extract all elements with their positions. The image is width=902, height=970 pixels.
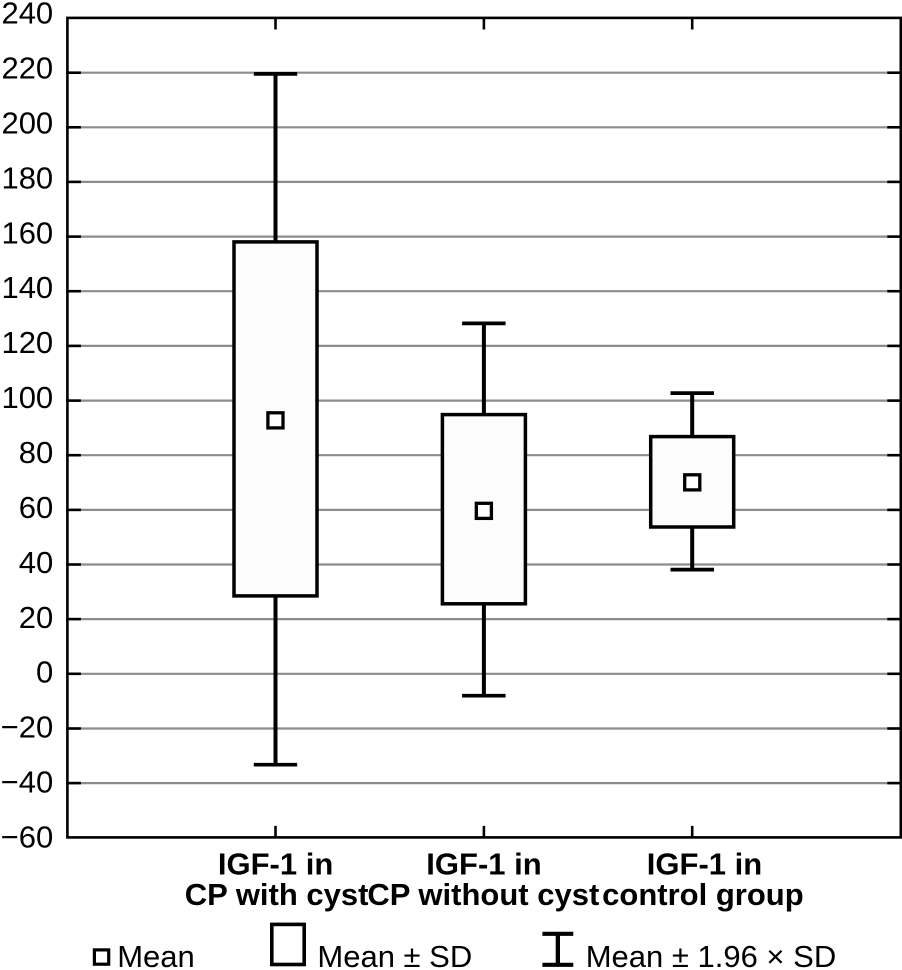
svg-text:−40: −40 (1, 765, 54, 800)
svg-text:IGF-1 in: IGF-1 in (426, 847, 541, 882)
svg-text:120: 120 (1, 325, 53, 360)
svg-text:control group: control group (602, 877, 803, 912)
svg-text:−60: −60 (1, 820, 54, 855)
svg-text:Mean: Mean (117, 939, 195, 970)
svg-text:Mean ± 1.96 × SD: Mean ± 1.96 × SD (586, 939, 837, 970)
svg-text:200: 200 (1, 105, 53, 140)
svg-text:0: 0 (36, 655, 53, 690)
svg-text:100: 100 (1, 380, 53, 415)
svg-text:IGF-1 in: IGF-1 in (218, 847, 333, 882)
svg-text:140: 140 (1, 270, 53, 305)
svg-text:160: 160 (1, 215, 53, 250)
svg-text:80: 80 (19, 435, 53, 470)
svg-text:Mean ± SD: Mean ± SD (317, 939, 472, 970)
svg-text:240: 240 (1, 0, 53, 31)
svg-text:CP with cyst: CP with cyst (185, 877, 369, 912)
svg-text:180: 180 (1, 160, 53, 195)
svg-text:20: 20 (19, 600, 53, 635)
svg-text:CP without cyst: CP without cyst (367, 877, 599, 912)
svg-text:−20: −20 (1, 710, 54, 745)
svg-text:40: 40 (19, 545, 53, 580)
svg-text:IGF-1 in: IGF-1 in (647, 847, 762, 882)
svg-text:60: 60 (19, 490, 53, 525)
svg-text:220: 220 (1, 51, 53, 86)
